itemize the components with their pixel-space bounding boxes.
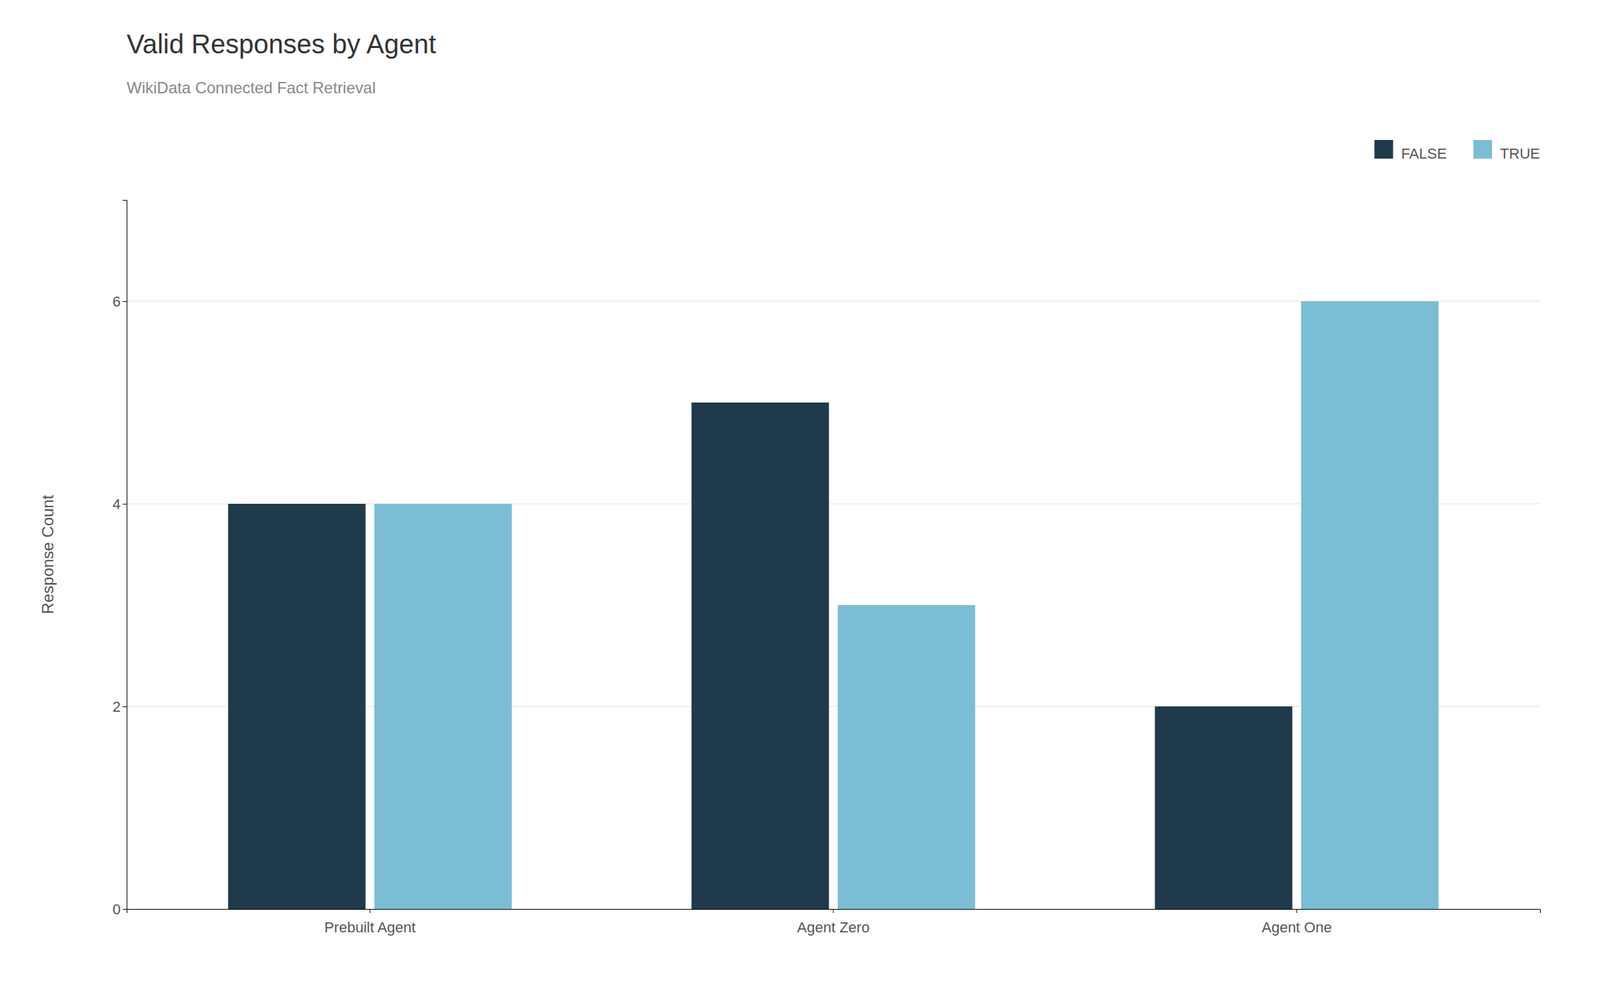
- tick-mark: [1296, 909, 1298, 914]
- tick-label: 0: [112, 901, 121, 918]
- chart-svg: Valid Responses by Agent WikiData Connect…: [0, 0, 1600, 989]
- bar: [1154, 706, 1292, 910]
- legend-swatch: [1473, 140, 1492, 159]
- axis-title: Response Count: [38, 494, 57, 614]
- x-axis: Prebuilt Agent Agent Zero Agent One: [127, 909, 1541, 936]
- tick: 0: [112, 901, 127, 918]
- bar: [838, 605, 976, 910]
- axis-line: [127, 910, 1541, 914]
- legend-item: TRUE: [1473, 140, 1540, 162]
- tick-label: 6: [112, 293, 121, 310]
- tick-mark: [833, 909, 834, 914]
- tick-label: Agent One: [1261, 919, 1332, 936]
- chart-container: Valid Responses by Agent WikiData Connect…: [0, 0, 1600, 989]
- tick-label: 4: [112, 496, 121, 513]
- bar: [228, 504, 366, 910]
- tick-label: 2: [112, 698, 121, 716]
- tick-label: Prebuilt Agent: [324, 919, 416, 936]
- bar: [1301, 301, 1439, 910]
- tick-label: Agent Zero: [797, 919, 870, 936]
- tick-mark: [122, 706, 127, 708]
- tick: Prebuilt Agent: [324, 909, 416, 936]
- tick-mark: [122, 504, 127, 505]
- tick-mark: [122, 301, 127, 302]
- legend: FALSE TRUE: [1374, 140, 1540, 162]
- tick: 6: [112, 293, 127, 310]
- bar: [691, 402, 829, 910]
- title: Valid Responses by Agent: [126, 29, 436, 59]
- axis-line: [122, 200, 128, 910]
- y-axis: 0 2 4 6: [112, 200, 128, 918]
- tick-mark: [122, 909, 127, 910]
- grid: [126, 301, 1540, 910]
- tick-mark: [369, 909, 370, 914]
- bars: [228, 301, 1439, 910]
- bar: [374, 504, 512, 910]
- legend-swatch: [1374, 140, 1394, 159]
- tick: 4: [112, 496, 127, 513]
- legend-label: TRUE: [1500, 145, 1540, 162]
- tick: 2: [112, 698, 127, 716]
- plot-area: 0 2 4 6 Prebuilt Agent Agent Zero Agent One Res…: [38, 200, 1541, 937]
- tick: Agent One: [1261, 909, 1332, 936]
- tick: Agent Zero: [797, 909, 870, 936]
- legend-item: FALSE: [1374, 140, 1447, 162]
- subtitle: WikiData Connected Fact Retrieval: [126, 78, 376, 97]
- legend-label: FALSE: [1401, 145, 1447, 162]
